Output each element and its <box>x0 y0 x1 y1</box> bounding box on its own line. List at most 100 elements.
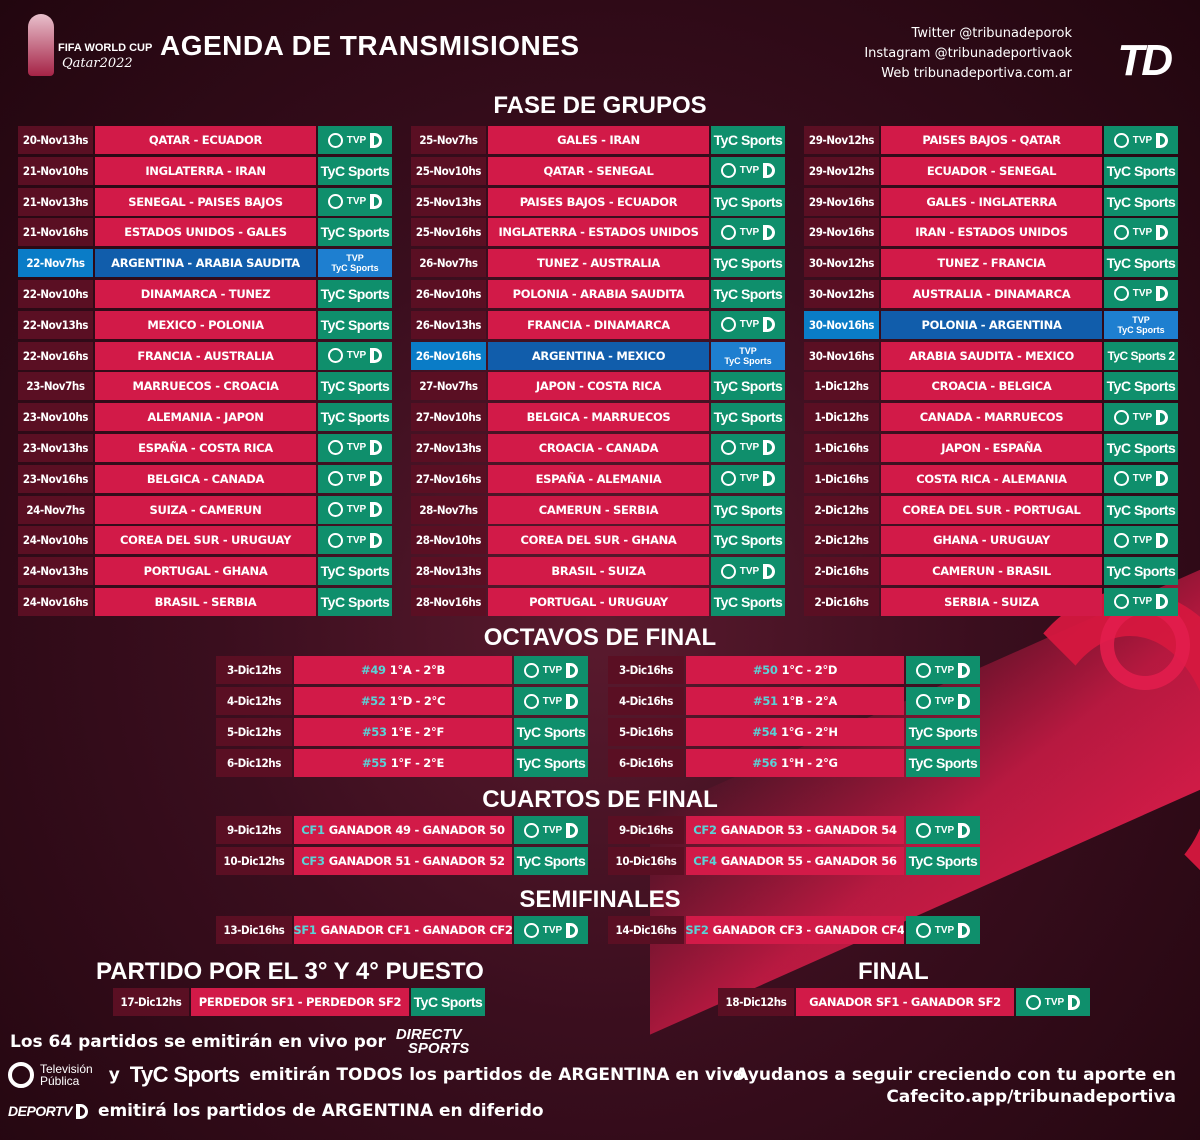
match-teams-label: GANADOR CF3 - GANADOR CF4 <box>712 923 904 937</box>
match-row: 1-Dic16hs JAPON - ESPAÑA TyC Sports <box>804 433 1178 462</box>
deportv-d-icon <box>958 822 971 838</box>
channel-logo: TVP <box>906 816 980 844</box>
channel-logo: TyC Sports <box>318 218 392 247</box>
match-code: #50 <box>752 663 778 677</box>
match-row: 4-Dic12hs #52 1°D - 2°C TVP <box>216 687 588 715</box>
match-date: 28-Nov13hs <box>411 557 486 586</box>
channel-logo: TVP <box>514 916 588 944</box>
tvp-ring-icon <box>720 440 736 456</box>
match-teams-label: GANADOR 55 - GANADOR 56 <box>720 854 897 868</box>
match-teams: CF1 GANADOR 49 - GANADOR 50 <box>294 816 512 844</box>
world-cup-logo: FIFA WORLD CUP Qatar2022 <box>28 14 152 84</box>
channel-logo: TyC Sports <box>514 847 588 875</box>
channel-logo: TVP <box>1104 526 1178 555</box>
section-title-third-place: PARTIDO POR EL 3° Y 4° PUESTO <box>96 958 484 985</box>
match-date: 21-Nov16hs <box>18 218 93 247</box>
website-link[interactable]: Web tribunadeportiva.com.ar <box>881 66 1072 81</box>
match-row: 27-Nov7hs JAPON - COSTA RICA TyC Sports <box>411 372 785 401</box>
deportv-d-icon <box>370 502 383 518</box>
match-code: #56 <box>752 756 778 770</box>
match-teams: #51 1°B - 2°A <box>686 687 904 715</box>
channel-logo: TyC Sports <box>711 495 785 524</box>
tvp-ring-icon <box>1113 471 1129 487</box>
deportv-d-icon <box>1156 409 1169 425</box>
match-row: 18-Dic12hs GANADOR SF1 - GANADOR SF2 TVP <box>718 988 1090 1016</box>
match-teams: IRAN - ESTADOS UNIDOS <box>881 218 1102 247</box>
match-row: 30-Nov16hs POLONIA - ARGENTINA TVP TyC Spor… <box>804 310 1178 339</box>
group-column-2: 25-Nov7hs GALES - IRAN TyC Sports 25-Nov10h… <box>411 126 785 619</box>
match-row: 6-Dic16hs #56 1°H - 2°G TyC Sports <box>608 749 980 777</box>
tvp-label: TVP <box>1132 411 1153 423</box>
channel-logo: TyC Sports <box>711 526 785 555</box>
match-row: 24-Nov10hs COREA DEL SUR - URUGUAY TVP <box>18 526 392 555</box>
match-row: 30-Nov12hs TUNEZ - FRANCIA TyC Sports <box>804 249 1178 278</box>
match-date: 23-Nov7hs <box>18 372 93 401</box>
tvp-label: TVP <box>934 664 955 676</box>
channel-logo: TyC Sports <box>906 749 980 777</box>
channel-logo: TVP <box>318 341 392 370</box>
match-code: CF2 <box>693 823 717 837</box>
match-teams-label: 1°E - 2°F <box>390 725 445 739</box>
match-code: SF2 <box>686 923 709 937</box>
match-date: 1-Dic12hs <box>804 403 879 432</box>
match-code: #53 <box>361 725 387 739</box>
match-row: 30-Nov12hs AUSTRALIA - DINAMARCA TVP <box>804 279 1178 308</box>
channel-logo: TyC Sports <box>318 372 392 401</box>
tvp-ring-icon <box>327 502 343 518</box>
match-teams: FRANCIA - AUSTRALIA <box>95 341 316 370</box>
match-date: 6-Dic16hs <box>608 749 684 777</box>
tvp-ring-icon <box>915 822 931 838</box>
match-code: #55 <box>361 756 387 770</box>
match-teams: INGLATERRA - ESTADOS UNIDOS <box>488 218 709 247</box>
match-teams: BRASIL - SUIZA <box>488 557 709 586</box>
match-teams: CROACIA - CANADA <box>488 433 709 462</box>
match-row: 22-Nov16hs FRANCIA - AUSTRALIA TVP <box>18 341 392 370</box>
cafecito-message: Ayudanos a seguir creciendo con tu aport… <box>735 1064 1176 1108</box>
deportv-d-icon <box>370 348 383 364</box>
tvp-label: TVP <box>346 473 367 485</box>
instagram-handle[interactable]: Instagram @tribunadeportivaok <box>864 46 1072 61</box>
cafecito-link[interactable]: Cafecito.app/tribunadeportiva <box>886 1087 1176 1107</box>
match-date: 1-Dic12hs <box>804 372 879 401</box>
section-title-octavos: OCTAVOS DE FINAL <box>483 624 717 651</box>
match-row: 25-Nov10hs QATAR - SENEGAL TVP <box>411 156 785 185</box>
match-date: 6-Dic12hs <box>216 749 292 777</box>
match-date: 30-Nov16hs <box>804 341 879 370</box>
tvp-label: TVP <box>934 695 955 707</box>
channel-logo: TVP <box>318 126 392 154</box>
directv-logo-sub: SPORTS <box>407 1040 470 1057</box>
tv-publica-logo: Televisión Pública <box>8 1062 93 1088</box>
match-date: 4-Dic16hs <box>608 687 684 715</box>
match-date: 27-Nov13hs <box>411 433 486 462</box>
match-teams: ARGENTINA - MEXICO <box>488 341 709 370</box>
channel-logo: TyC Sports <box>1104 557 1178 586</box>
channel-logo: TVP <box>711 557 785 586</box>
twitter-handle[interactable]: Twitter @tribunadeporok <box>911 26 1072 41</box>
tvp-label: TVP <box>934 824 955 836</box>
match-teams: BELGICA - MARRUECOS <box>488 403 709 432</box>
match-row: 23-Nov10hs ALEMANIA - JAPON TyC Sports <box>18 403 392 432</box>
tvp-label: TVP <box>346 442 367 454</box>
deportv-d-icon <box>370 471 383 487</box>
match-date: 21-Nov13hs <box>18 187 93 216</box>
match-teams: #50 1°C - 2°D <box>686 656 904 684</box>
tvp-ring-icon <box>1025 994 1041 1010</box>
match-teams: CF4 GANADOR 55 - GANADOR 56 <box>686 847 904 875</box>
match-row: 27-Nov16hs ESPAÑA - ALEMANIA TVP <box>411 464 785 493</box>
match-row: 1-Dic12hs CROACIA - BELGICA TyC Sports <box>804 372 1178 401</box>
match-date: 23-Nov10hs <box>18 403 93 432</box>
match-date: 22-Nov16hs <box>18 341 93 370</box>
channel-logo: TVP <box>1104 587 1178 616</box>
channel-logo: TVP <box>711 433 785 462</box>
match-date: 22-Nov13hs <box>18 310 93 339</box>
channel-logo: TyC Sports <box>411 988 485 1016</box>
match-row: 28-Nov7hs CAMERUN - SERBIA TyC Sports <box>411 495 785 524</box>
deportv-d-icon <box>958 662 971 678</box>
deportv-d-icon <box>763 440 776 456</box>
tvp-ring-icon <box>327 471 343 487</box>
channel-logo: TyC Sports <box>318 310 392 339</box>
match-date: 30-Nov12hs <box>804 249 879 278</box>
section-title-final: FINAL <box>858 958 929 985</box>
tvp-label: TVP <box>346 196 367 208</box>
match-teams: SUIZA - CAMERUN <box>95 495 316 524</box>
